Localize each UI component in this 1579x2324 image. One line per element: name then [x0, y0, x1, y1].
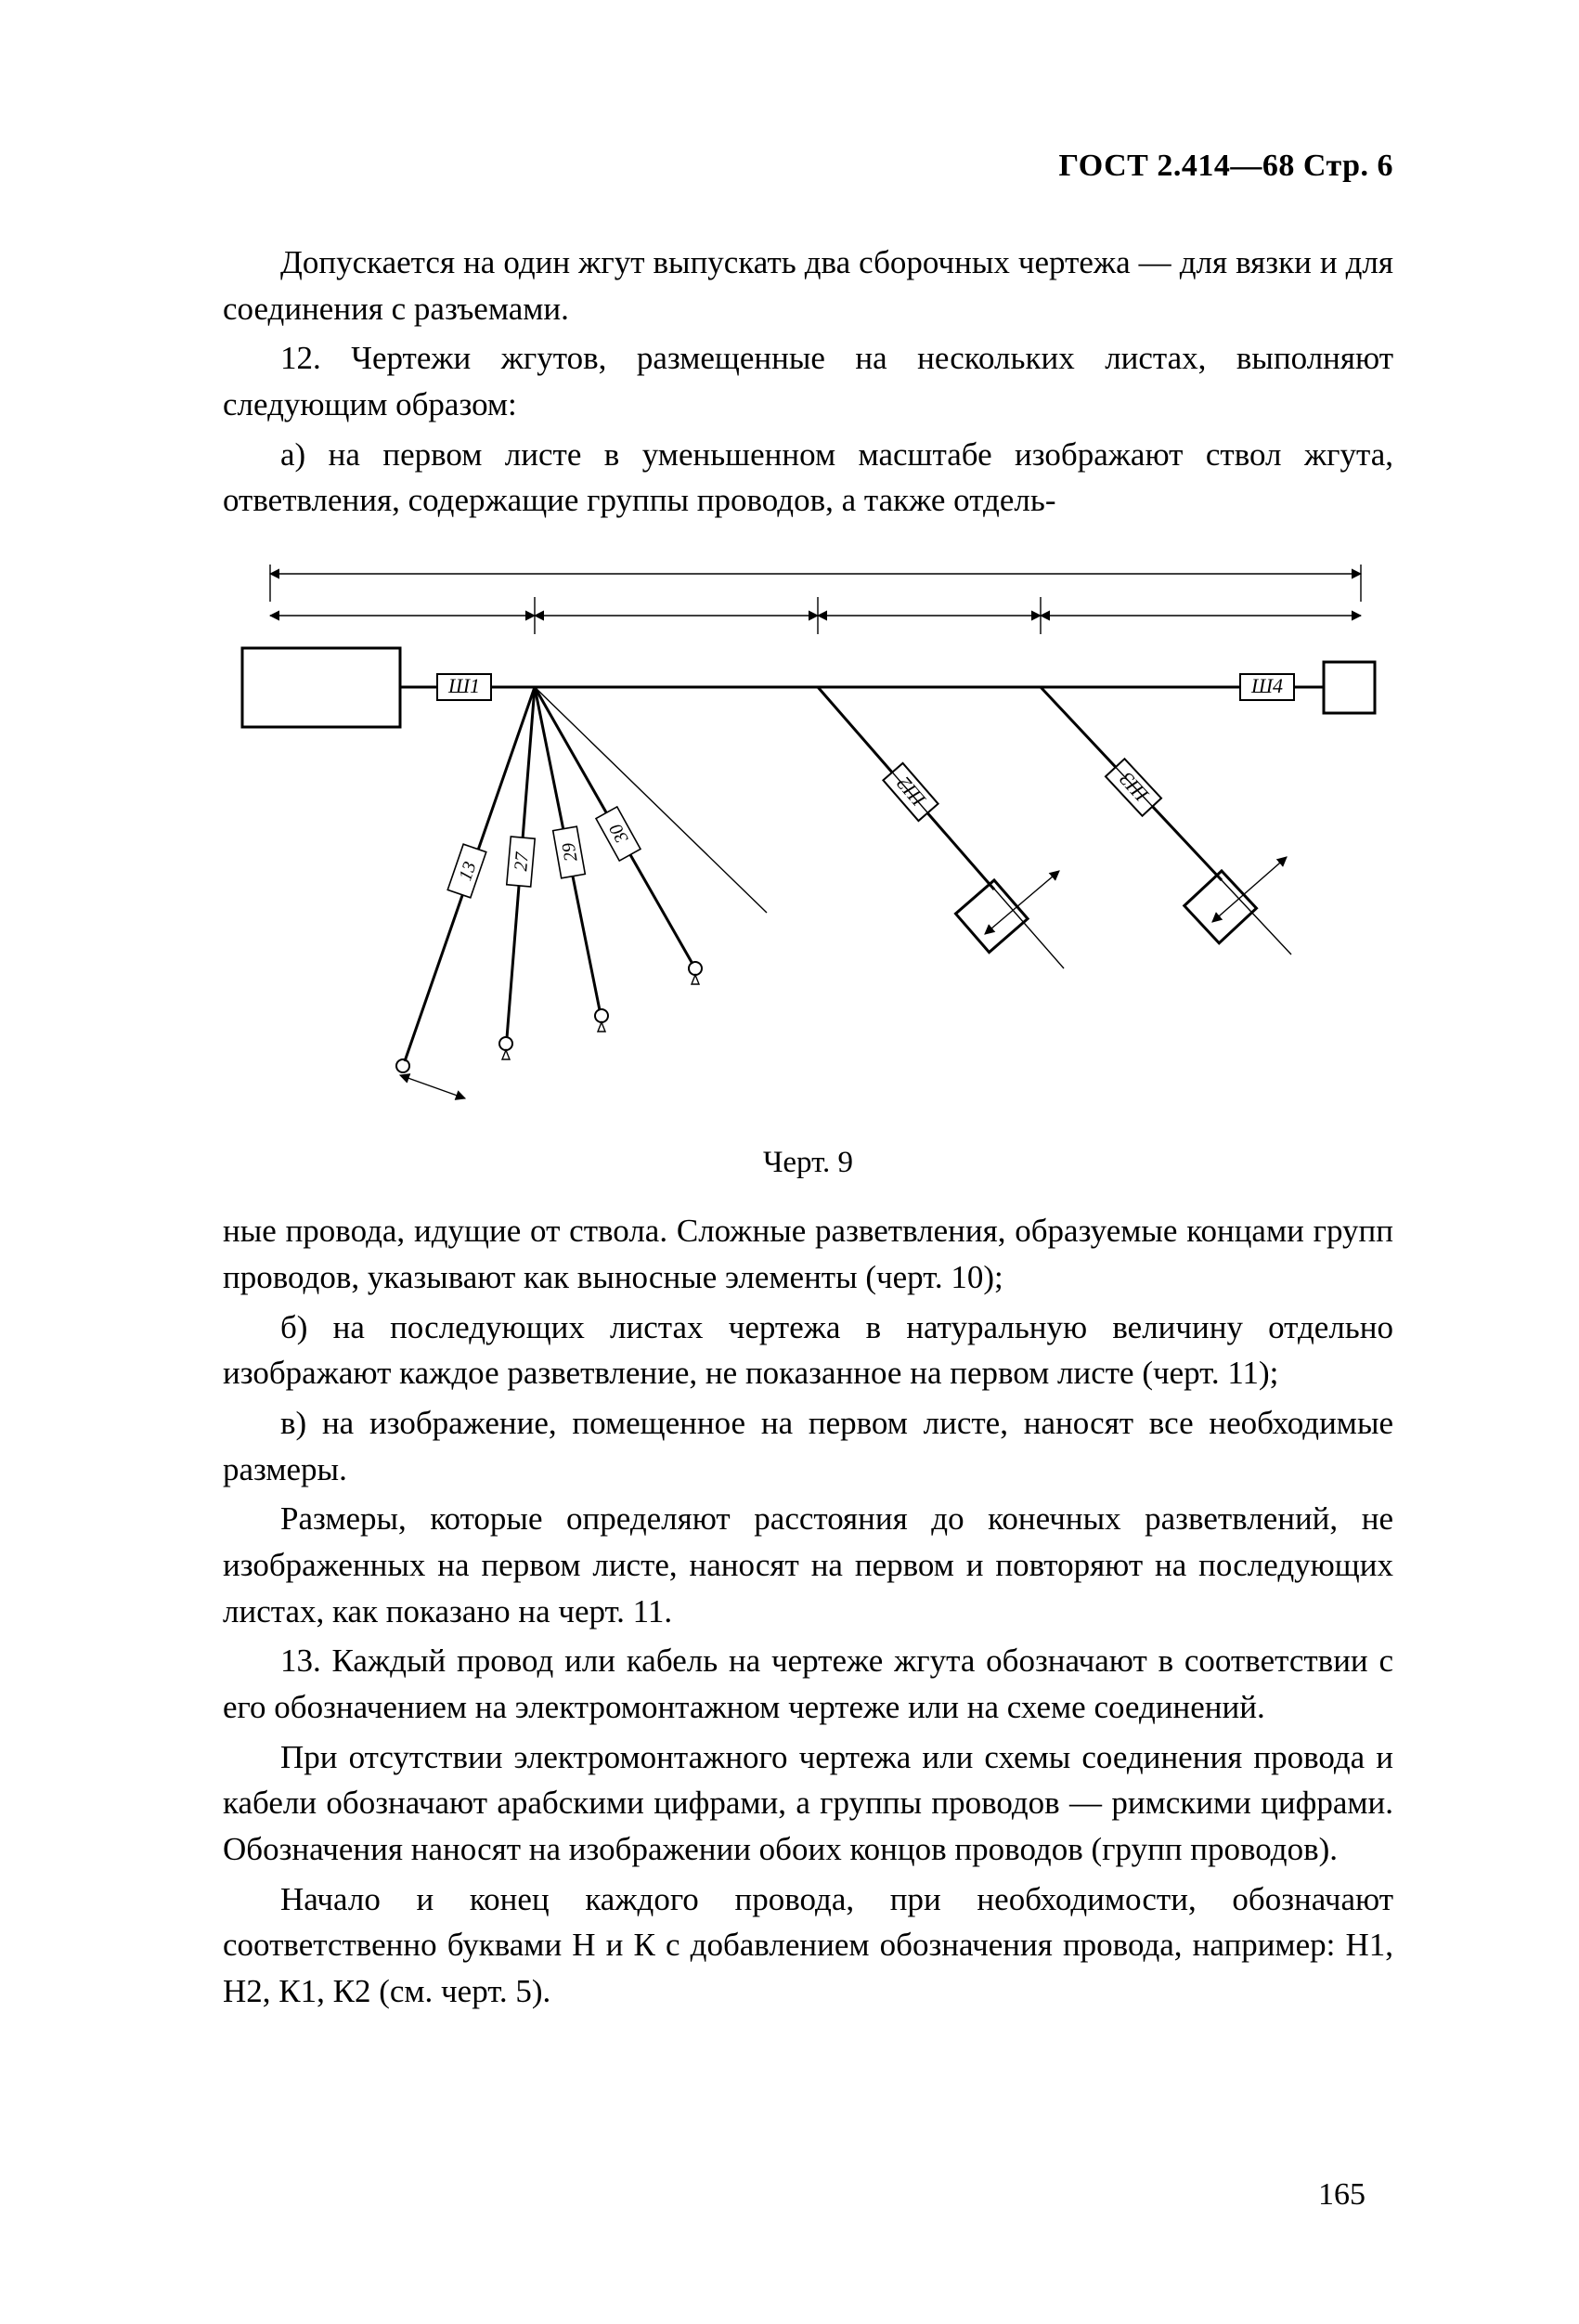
para-bot-6: При отсутствии электромонтажного чертежа…	[223, 1734, 1393, 1873]
page: ГОСТ 2.414—68 Стр. 6 Допускается на один…	[0, 0, 1579, 2324]
para-bot-7: Начало и конец каждого провода, при необ…	[223, 1876, 1393, 2015]
figure-9: Ш1 Ш4 13	[223, 546, 1393, 1180]
label-27: 27	[511, 850, 533, 872]
para-bot-5: 13. Каждый провод или кабель на чертеже …	[223, 1638, 1393, 1730]
para-bot-1: ные провода, идущие от ствола. Сложные р…	[223, 1208, 1393, 1300]
para-bot-3: в) на изображение, помещенное на первом …	[223, 1400, 1393, 1492]
page-number: 165	[1318, 2177, 1365, 2213]
label-sh4: Ш4	[1250, 674, 1283, 697]
para-bot-4: Размеры, которые определяют расстояния д…	[223, 1496, 1393, 1634]
label-sh1: Ш1	[447, 674, 480, 697]
label-29: 29	[558, 841, 581, 863]
body-text-bottom: ные провода, идущие от ствола. Сложные р…	[223, 1208, 1393, 2015]
para-bot-2: б) на последующих листах чертежа в натур…	[223, 1305, 1393, 1396]
figure-caption: Черт. 9	[223, 1146, 1393, 1180]
para-top-2: 12. Чертежи жгутов, размещенные на неско…	[223, 335, 1393, 427]
para-top-1: Допускается на один жгут выпускать два с…	[223, 240, 1393, 331]
body-text-top: Допускается на один жгут выпускать два с…	[223, 240, 1393, 524]
header-line: ГОСТ 2.414—68 Стр. 6	[223, 149, 1393, 184]
para-top-3: а) на первом листе в уменьшенном масштаб…	[223, 432, 1393, 524]
figure-9-svg: Ш1 Ш4 13	[224, 546, 1393, 1140]
